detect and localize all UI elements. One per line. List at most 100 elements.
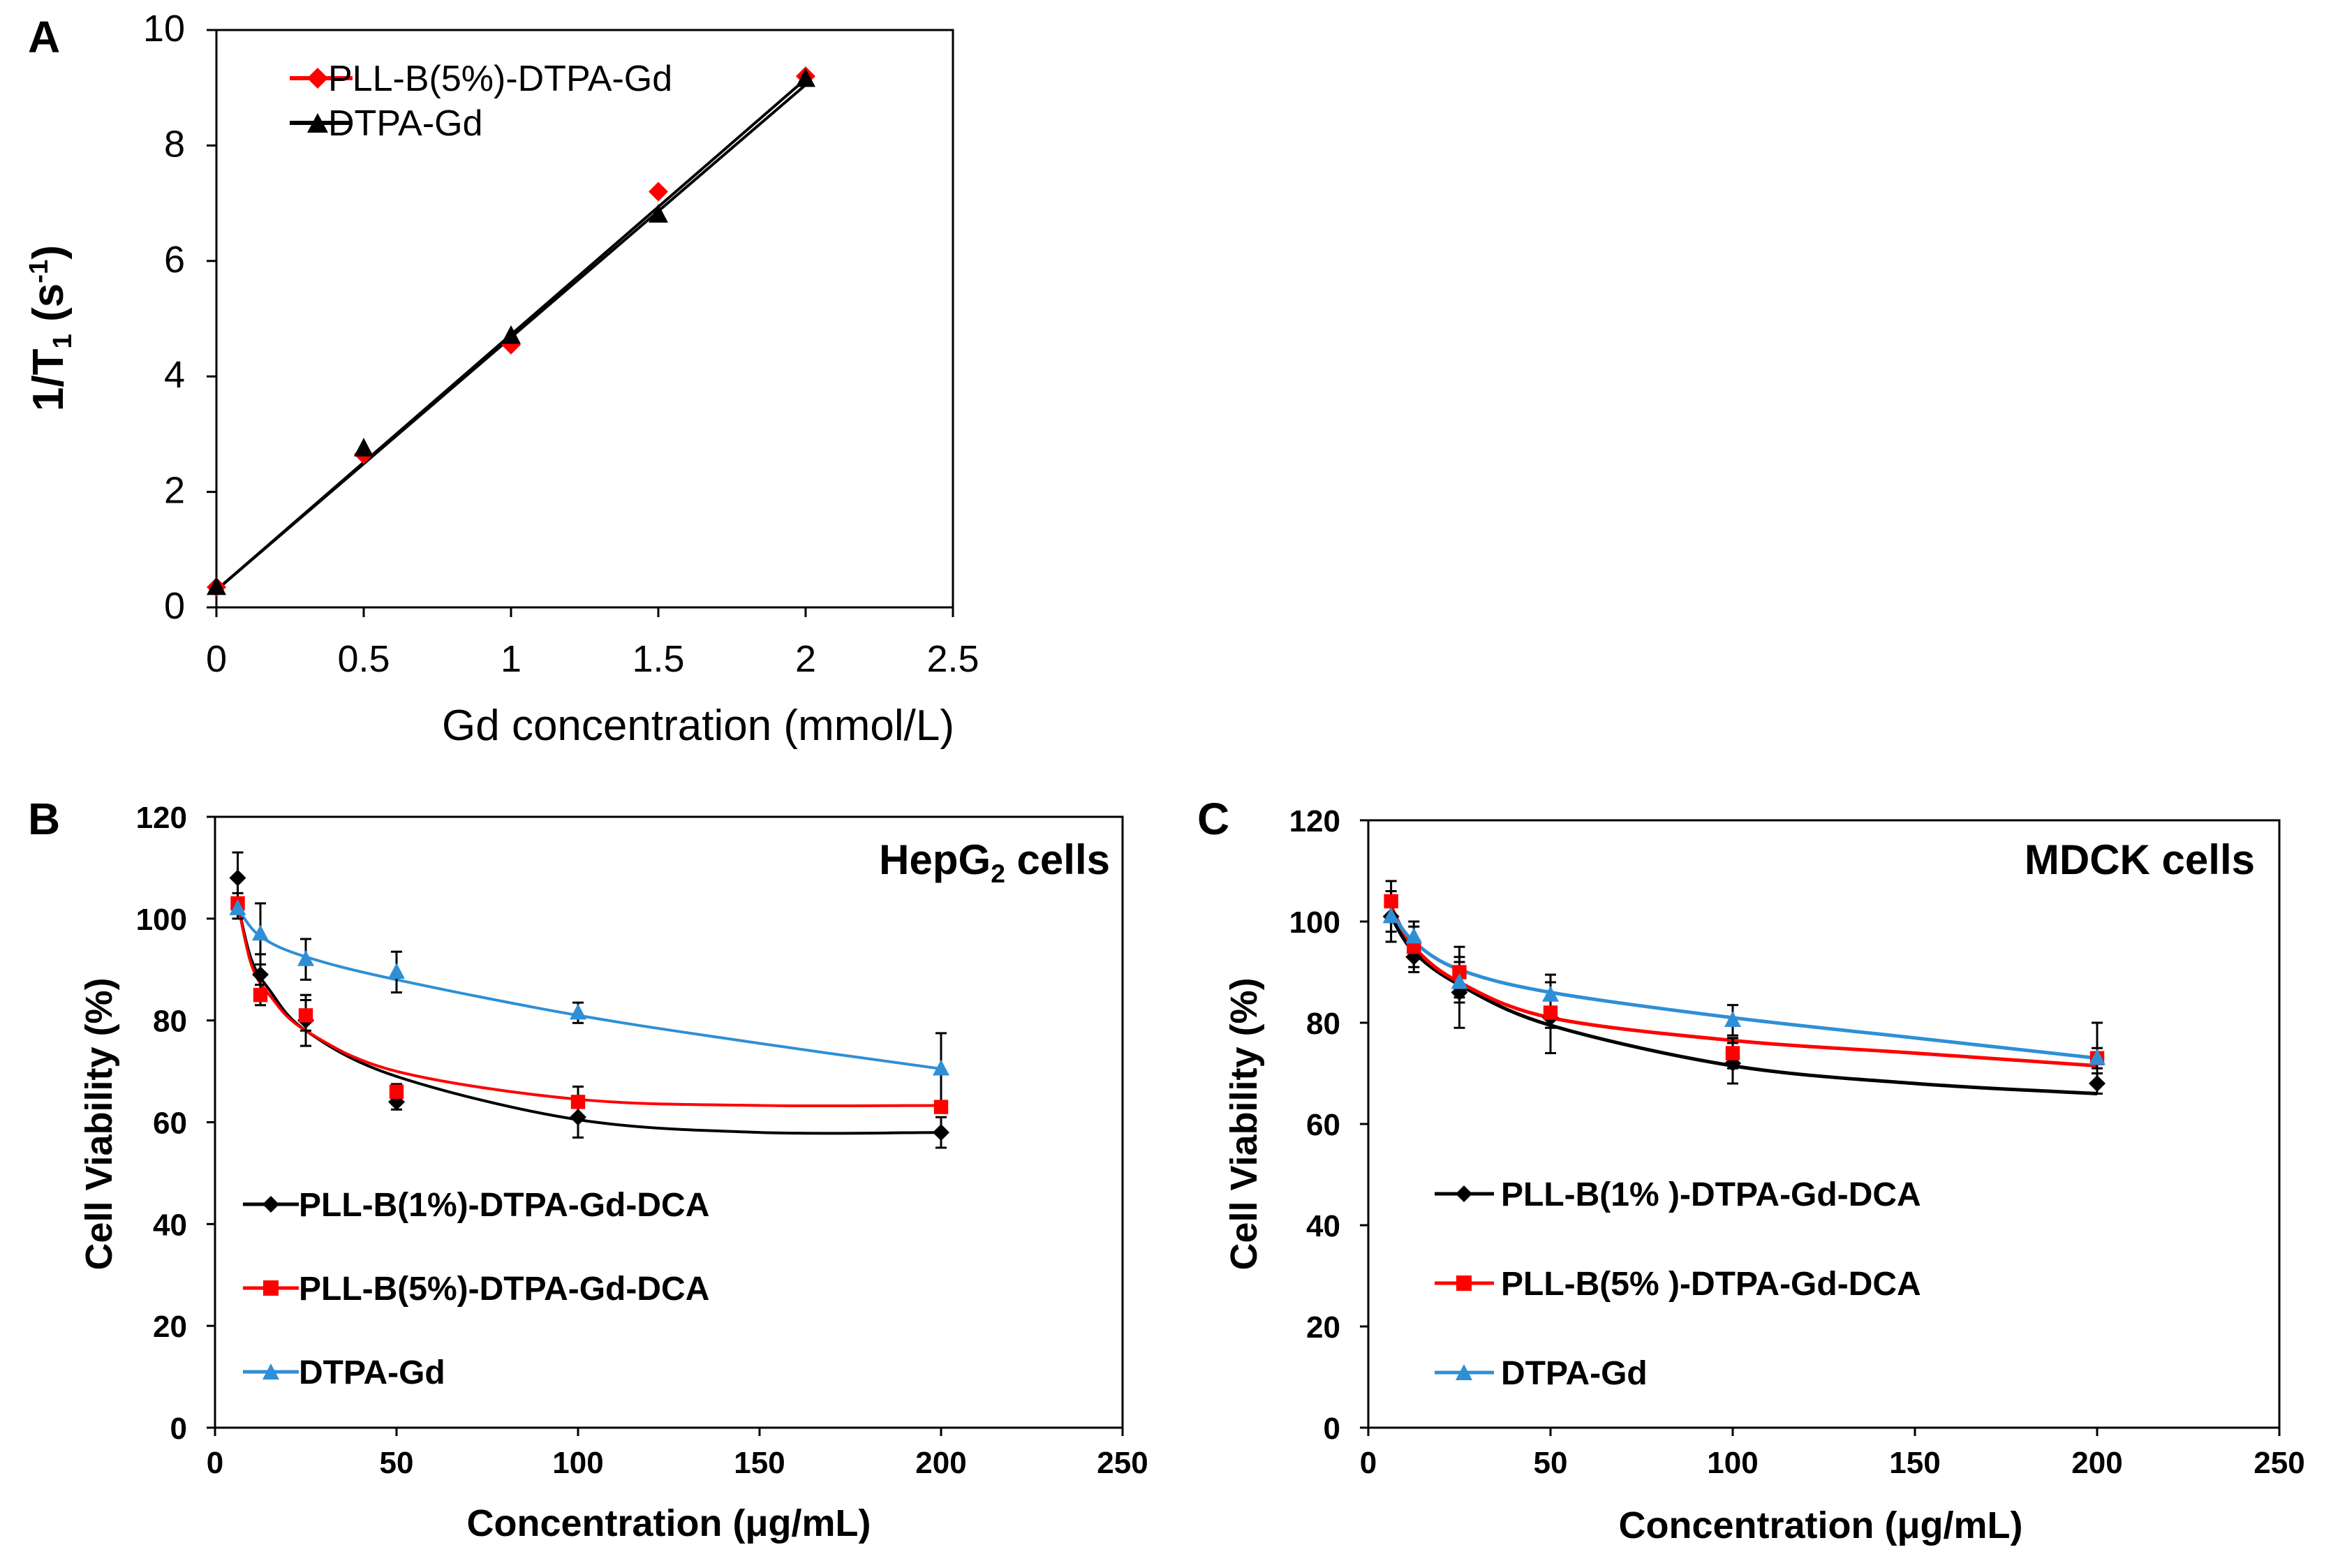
chart-a-y-label-main: 1/T	[24, 348, 73, 411]
chart-b-cell-label-suffix: cells	[1005, 836, 1110, 883]
data-point-1	[570, 1109, 586, 1126]
data-point-3	[1405, 927, 1423, 944]
chart-a-legend-marker-red	[307, 68, 328, 89]
x-tick-label: 50	[380, 1446, 414, 1480]
chart-c-legend-label-1: PLL-B(1% )-DTPA-Gd-DCA	[1501, 1176, 1921, 1213]
chart-a-frame	[215, 29, 954, 609]
data-point-3	[1724, 1011, 1741, 1027]
chart-a-ticks: 0 0.5 1 1.5 2 2.5 0 2 4 6 8 10	[143, 8, 979, 680]
chart-b-cell-label-main: HepG	[879, 836, 991, 883]
chart-c-y-axis-label: Cell Viability (%)	[1223, 977, 1265, 1270]
y-tick-label: 0	[170, 1412, 187, 1446]
y-tick-label: 0	[1324, 1412, 1340, 1446]
chart-c-x-axis-label: Concentration (μg/mL)	[1619, 1504, 2023, 1546]
chart-a-points	[207, 66, 815, 598]
chart-b-error-bars	[232, 851, 947, 1149]
chart-a-legend-marker-black	[307, 113, 328, 133]
x-tick-label: 100	[1707, 1446, 1758, 1480]
chart-c-legend-label-2: PLL-B(5% )-DTPA-Gd-DCA	[1501, 1266, 1921, 1303]
chart-c-legend-marker-1	[1456, 1185, 1472, 1202]
chart-b-cell-label: HepG2 cells	[879, 836, 1110, 888]
panel-label-b: B	[28, 794, 60, 844]
chart-b-legend-marker-3	[262, 1363, 279, 1380]
x-tick-label: 150	[734, 1446, 785, 1480]
panel-label-c: C	[1197, 794, 1229, 844]
x-tick-label: 0	[1360, 1446, 1377, 1480]
data-point-3	[1382, 907, 1400, 924]
y-tick-label: 6	[164, 239, 185, 281]
data-point-1	[229, 869, 246, 887]
y-tick-label: 120	[136, 801, 187, 835]
data-point-3	[1542, 985, 1559, 1002]
trend-curve-2	[1389, 905, 2098, 1068]
data-point-2	[1384, 894, 1398, 909]
trend-curve-3	[1389, 910, 2098, 1060]
chart-a-y-label-tail: (s	[24, 283, 73, 334]
y-tick-label: 60	[153, 1107, 187, 1141]
data-point-2	[796, 68, 815, 87]
y-tick-label: 60	[1306, 1108, 1340, 1142]
data-point-1	[2089, 1075, 2106, 1092]
trend-curve-3	[236, 907, 942, 1070]
data-point-2	[354, 438, 373, 457]
chart-c-curves	[1389, 905, 2098, 1095]
chart-b-cell-label-sub: 2	[991, 859, 1005, 888]
x-tick-label: 250	[2254, 1446, 2304, 1480]
chart-b-frame	[214, 815, 1124, 1429]
chart-b-legend-marker-2	[263, 1280, 279, 1296]
data-point-2	[570, 1095, 586, 1109]
x-tick-label: 50	[1534, 1446, 1568, 1480]
chart-a-y-label-sup: -1	[24, 260, 54, 283]
y-tick-label: 80	[153, 1005, 187, 1039]
x-tick-label: 100	[552, 1446, 603, 1480]
panel-label-a: A	[28, 12, 60, 62]
chart-a-legend-label-2: DTPA-Gd	[328, 103, 483, 144]
chart-b-legend-label-1: PLL-B(1%)-DTPA-Gd-DCA	[299, 1187, 709, 1224]
chart-b-points	[229, 869, 949, 1141]
chart-b-legend-label-2: PLL-B(5%)-DTPA-Gd-DCA	[299, 1271, 709, 1308]
data-point-2	[501, 325, 521, 344]
y-tick-label: 100	[1289, 905, 1340, 940]
data-point-2	[933, 1100, 949, 1114]
data-point-3	[933, 1059, 949, 1076]
data-point-3	[297, 949, 314, 966]
data-point-3	[570, 1003, 586, 1020]
y-tick-label: 40	[1306, 1209, 1340, 1243]
data-point-2	[298, 1008, 313, 1023]
chart-a-legend: PLL-B(5%)-DTPA-Gd DTPA-Gd	[290, 59, 672, 144]
chart-c-frame	[1367, 819, 2281, 1429]
x-tick-label: 0.5	[337, 638, 390, 680]
data-point-2	[1725, 1046, 1740, 1060]
chart-c-legend-marker-3	[1456, 1364, 1472, 1380]
x-tick-label: 250	[1097, 1446, 1148, 1480]
chart-a-y-label-sub: 1	[47, 334, 77, 348]
chart-c-ticks: 0 50 100 150 200 250 0 20 40 60 80 100 120	[1289, 804, 2305, 1480]
chart-c-legend-label-3: DTPA-Gd	[1501, 1355, 1648, 1392]
x-tick-label: 150	[1889, 1446, 1940, 1480]
data-point-2	[389, 1084, 404, 1099]
chart-b-y-axis-label: Cell Viability (%)	[78, 977, 120, 1270]
x-tick-label: 2	[795, 638, 816, 680]
chart-a-legend-label-1: PLL-B(5%)-DTPA-Gd	[328, 59, 672, 99]
x-tick-label: 1	[501, 638, 521, 680]
data-point-2	[1452, 965, 1467, 979]
x-tick-label: 0	[207, 1446, 223, 1480]
trend-curve-2	[236, 903, 942, 1108]
y-tick-label: 10	[143, 8, 185, 50]
chart-b-x-axis-label: Concentration (μg/mL)	[467, 1502, 871, 1544]
data-point-2	[207, 576, 226, 596]
chart-c-points	[1382, 894, 2106, 1092]
data-point-1	[933, 1124, 949, 1141]
chart-c-legend-marker-2	[1456, 1275, 1472, 1291]
data-point-3	[388, 963, 405, 979]
y-tick-label: 4	[164, 354, 185, 396]
data-point-3	[2089, 1049, 2106, 1065]
y-tick-label: 120	[1289, 804, 1340, 838]
y-tick-label: 20	[1306, 1310, 1340, 1345]
chart-c-error-bars	[1385, 880, 2103, 1095]
y-tick-label: 2	[164, 470, 185, 512]
chart-b-legend-label-3: DTPA-Gd	[299, 1354, 445, 1391]
y-tick-label: 8	[164, 123, 185, 165]
data-point-2	[649, 204, 668, 223]
